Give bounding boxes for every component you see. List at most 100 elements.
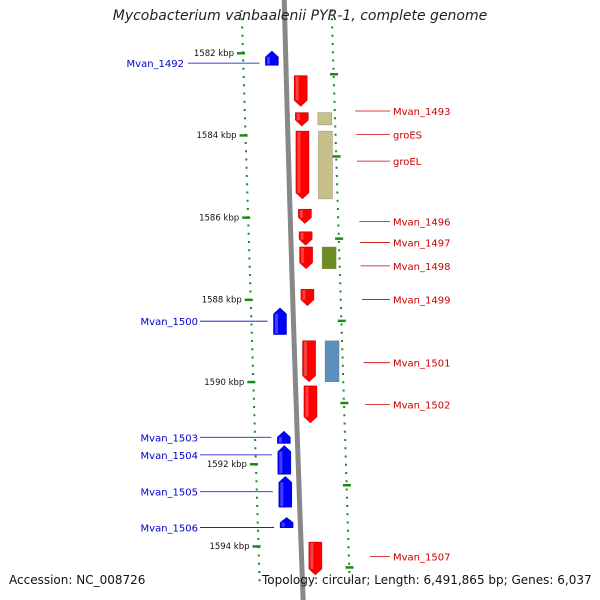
tick-dot-right	[330, 18, 333, 21]
tick-dot-right	[345, 496, 348, 499]
tick-dot-left	[247, 232, 250, 235]
tick-dot-right	[331, 43, 334, 45]
tick-dot-right	[346, 513, 349, 516]
major-tick-left	[236, 52, 245, 55]
tick-dot-right	[342, 373, 345, 375]
tick-dot-right	[334, 133, 337, 136]
major-tick-right	[337, 319, 346, 323]
tick-dot-left	[243, 92, 246, 95]
tick-dot-left	[245, 150, 248, 153]
gene-label-mvan_1502: Mvan_1502	[393, 400, 450, 411]
tick-dot-right	[344, 455, 347, 458]
gene-label-mvan_1503: Mvan_1503	[141, 433, 198, 444]
gene-arrow-highlight	[275, 313, 279, 334]
major-tick-right	[342, 484, 351, 487]
tick-dot-right	[342, 389, 345, 392]
gene-arrow-groel	[295, 130, 310, 200]
major-tick-right	[340, 401, 349, 405]
gene-arrow-groes	[295, 112, 309, 127]
tick-dot-right	[342, 397, 345, 400]
tick-dot-right	[331, 34, 334, 37]
tick-dot-left	[246, 199, 249, 202]
tick-dot-left	[258, 571, 261, 573]
tick-dot-left	[247, 224, 250, 227]
tick-dot-left	[255, 480, 258, 483]
tick-dot-left	[253, 406, 256, 408]
tick-dot-right	[341, 356, 344, 359]
major-tick-right	[329, 73, 338, 76]
gene-arrow-highlight	[302, 290, 306, 300]
tick-dot-left	[249, 282, 252, 285]
tick-dot-left	[249, 307, 252, 309]
tick-dot-left	[246, 191, 249, 194]
gene-arrow-highlight	[280, 482, 284, 507]
tick-dot-right	[345, 480, 348, 483]
tick-dot-left	[245, 175, 248, 177]
protein-feature-mvan_1501	[324, 340, 340, 383]
tick-dot-right	[343, 422, 346, 425]
tick-dot-left	[255, 472, 258, 474]
tick-dot-right	[344, 439, 347, 441]
tick-dot-right	[335, 166, 338, 169]
ruler-tick-label: 1584 kbp	[197, 131, 237, 141]
tick-dot-left	[255, 488, 258, 491]
gene-arrow-mvan_1503	[277, 430, 291, 444]
gene-label-groes: groES	[393, 130, 422, 141]
gene-label-mvan_1497: Mvan_1497	[393, 239, 450, 250]
tick-dot-right	[346, 521, 349, 524]
major-tick-left	[239, 134, 248, 137]
tick-dot-left	[242, 67, 245, 70]
tick-dot-right	[334, 125, 337, 128]
tick-dot-left	[248, 265, 251, 268]
tick-dot-left	[257, 538, 260, 540]
gene-label-mvan_1500: Mvan_1500	[141, 317, 198, 328]
tick-dot-left	[253, 430, 256, 433]
gene-arrow-mvan_1501	[302, 340, 316, 383]
tick-dot-right	[344, 447, 347, 450]
gene-arrows	[265, 50, 323, 576]
tick-dot-left	[249, 290, 252, 293]
tick-dot-left	[242, 76, 245, 78]
tick-dot-right	[339, 282, 342, 285]
tick-dot-right	[342, 381, 345, 384]
tick-dot-left	[244, 142, 247, 144]
tick-dot-left	[243, 109, 246, 111]
gene-arrow-mvan_1493	[293, 75, 308, 107]
tick-dot-left	[248, 257, 251, 260]
tick-dot-left	[246, 208, 249, 210]
gene-arrow-highlight	[299, 210, 303, 218]
tick-dot-right	[348, 579, 351, 582]
gene-arrow-highlight	[278, 437, 282, 443]
ruler-tick-label: 1582 kbp	[194, 49, 234, 59]
gene-arrow-mvan_1502	[303, 385, 318, 424]
tick-dot-left	[252, 373, 255, 375]
major-tick-left	[249, 463, 258, 466]
tick-dot-right	[343, 430, 346, 433]
tick-dot-left	[256, 521, 259, 524]
gene-arrow-mvan_1505	[278, 475, 293, 508]
tick-dot-left	[254, 455, 257, 458]
gene-arrow-highlight	[305, 386, 309, 417]
gene-label-mvan_1507: Mvan_1507	[393, 553, 450, 564]
tick-dot-left	[250, 331, 253, 334]
ruler-tick-label: 1588 kbp	[202, 296, 242, 306]
tick-dot-right	[331, 26, 334, 29]
tick-dot-left	[248, 249, 251, 252]
major-tick-right	[335, 237, 344, 240]
gene-label-groel: groEL	[393, 157, 422, 168]
tick-dot-left	[244, 117, 247, 120]
tick-dot-right	[347, 538, 350, 540]
tick-dot-left	[242, 59, 245, 62]
tick-dot-right	[348, 571, 351, 573]
tick-dot-right	[333, 92, 336, 95]
gene-arrow-highlight	[295, 76, 299, 101]
tick-dot-left	[240, 18, 243, 21]
gene-arrow-highlight	[281, 522, 285, 527]
tick-dot-right	[333, 109, 336, 111]
protein-feature-groes	[317, 112, 333, 126]
ruler-tick-label: 1592 kbp	[207, 460, 247, 470]
gene-arrow-mvan_1504	[277, 445, 292, 475]
gene-arrow-highlight	[310, 543, 314, 569]
tick-dot-right	[332, 59, 335, 62]
